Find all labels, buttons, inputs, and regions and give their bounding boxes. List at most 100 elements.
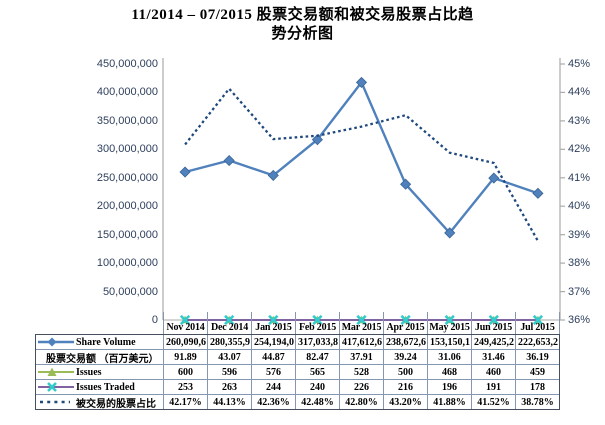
table-cell-issues: 596: [207, 365, 251, 379]
right-axis-tick-label: 42%: [568, 143, 591, 156]
chart-title: 11/2014 – 07/2015 股票交易额和被交易股票占比趋 势分析图: [0, 6, 605, 44]
left-axis-tick-label: 450,000,000: [96, 58, 158, 70]
month-header-cell: Mar 2015: [339, 312, 383, 334]
share-volume-legend-icon: [38, 337, 74, 347]
month-header-cell: May 2015: [427, 312, 471, 334]
row-label-text: Share Volume: [76, 336, 136, 348]
table-cell-issues-traded: 244: [251, 380, 295, 394]
chart-title-line1: 11/2014 – 07/2015 股票交易额和被交易股票占比趋: [131, 7, 474, 23]
row-label-text: Issues Traded: [76, 381, 135, 393]
table-cell-share-volume: 254,194,0: [251, 335, 295, 349]
row-label-issues-traded: Issues Traded: [36, 380, 163, 394]
table-cell-pct-traded: 44.13%: [207, 395, 251, 409]
table-cell-issues: 565: [295, 365, 339, 379]
issues-legend-icon: [38, 367, 74, 376]
table-cell-issues: 468: [427, 365, 471, 379]
table-cell-pct-traded: 42.80%: [339, 395, 383, 409]
share-volume-diamond-marker: [532, 187, 544, 199]
table-cell-trade-value: 31.06: [427, 350, 471, 364]
table-cell-pct-traded: 42.36%: [251, 395, 295, 409]
month-header-cell: Jul 2015: [515, 312, 560, 334]
table-cell-issues: 460: [471, 365, 515, 379]
table-cell-share-volume: 153,150,1: [427, 335, 471, 349]
left-axis-tick-label: 150,000,000: [96, 228, 158, 241]
axis-lines: [162, 58, 565, 321]
table-cell-pct-traded: 41.52%: [471, 395, 515, 409]
table-cell-pct-traded: 42.48%: [295, 395, 339, 409]
share-volume-diamond-marker: [223, 154, 235, 167]
right-axis-tick-label: 45%: [568, 58, 591, 70]
table-cell-issues-traded: 240: [295, 380, 339, 394]
table-cell-issues: 576: [251, 365, 295, 379]
row-label-share-volume: Share Volume: [36, 335, 163, 349]
left-axis-tick-label: 400,000,000: [96, 86, 158, 99]
table-cell-trade-value: 36.19: [515, 350, 559, 364]
table-cell-issues-traded: 178: [515, 380, 559, 394]
left-axis-tick-label: 200,000,000: [96, 200, 158, 213]
month-header-cell: Apr 2015: [383, 312, 427, 334]
table-cell-trade-value: 91.89: [163, 350, 207, 364]
share-volume-diamond-marker: [488, 172, 500, 184]
table-cell-trade-value: 39.24: [383, 350, 427, 364]
table-cell-issues-traded: 196: [427, 380, 471, 394]
table-row-pct-traded: 被交易的股票占比 42.17% 44.13% 42.36% 42.48% 42.80% 43…: [36, 394, 559, 409]
month-header-cell: Dec 2014: [207, 312, 251, 334]
table-cell-trade-value: 31.46: [471, 350, 515, 364]
table-cell-issues: 500: [383, 365, 427, 379]
share-volume-diamond-marker: [355, 76, 368, 88]
right-axis-tick-label: 40%: [568, 200, 591, 213]
left-axis-tick-label: 250,000,000: [96, 171, 158, 184]
issues-traded-legend-icon: [38, 382, 74, 392]
left-axis-tick-label: 300,000,000: [96, 143, 158, 156]
right-axis-tick-label: 39%: [568, 228, 591, 241]
table-row-issues-traded: Issues Traded 253 263 244 240 226 216 196 191 178: [36, 379, 559, 394]
left-axis-tick-label: 100,000,000: [96, 257, 158, 270]
row-label-trade-value: 股票交易额 （百万美元）: [36, 350, 163, 365]
chart-title-line2: 势分析图: [271, 26, 334, 42]
row-label-text: 股票交易额 （百万美元）: [46, 353, 159, 365]
table-cell-pct-traded: 41.88%: [427, 395, 471, 409]
share-volume-diamond-marker: [400, 178, 412, 190]
share-volume-diamond-marker: [179, 166, 191, 178]
table-cell-pct-traded: 42.17%: [163, 395, 207, 409]
table-cell-share-volume: 317,033,8: [295, 335, 339, 349]
table-cell-trade-value: 37.91: [339, 350, 383, 364]
table-cell-issues: 600: [163, 365, 207, 379]
table-cell-pct-traded: 43.20%: [383, 395, 427, 409]
table-cell-issues-traded: 253: [163, 380, 207, 394]
month-header-cell: Feb 2015: [295, 312, 339, 334]
table-cell-share-volume: 249,425,2: [471, 335, 515, 349]
category-axis-labels: Nov 2014 Dec 2014 Jan 2015 Feb 2015 Mar 2015…: [163, 312, 560, 334]
table-cell-share-volume: 260,090,6: [163, 335, 207, 349]
row-label-issues: Issues: [36, 365, 163, 379]
right-axis-tick-label: 44%: [568, 86, 591, 99]
table-cell-trade-value: 44.87: [251, 350, 295, 364]
left-axis-tick-label: 50,000,000: [102, 285, 158, 298]
table-cell-trade-value: 43.07: [207, 350, 251, 364]
left-axis-tick-label: 0: [151, 314, 158, 326]
table-cell-issues-traded: 191: [471, 380, 515, 394]
share-volume-diamond-marker: [444, 227, 456, 239]
table-cell-pct-traded: 38.78%: [515, 395, 559, 409]
table-row-trade-value: 股票交易额 （百万美元） 91.89 43.07 44.87 82.47 37.91 39.…: [36, 349, 559, 364]
table-cell-share-volume: 417,612,6: [339, 335, 383, 349]
table-cell-issues-traded: 263: [207, 380, 251, 394]
chart-data-table: Share Volume 260,090,6 280,355,9 254,194,0 3…: [35, 334, 560, 410]
table-cell-share-volume: 238,672,6: [383, 335, 427, 349]
table-cell-trade-value: 82.47: [295, 350, 339, 364]
table-cell-issues-traded: 226: [339, 380, 383, 394]
row-label-pct-traded: 被交易的股票占比: [36, 395, 163, 409]
right-axis-tick-label: 43%: [568, 114, 591, 127]
share-volume-diamond-marker: [311, 134, 323, 146]
table-cell-share-volume: 222,653,2: [515, 335, 559, 349]
table-row-issues: Issues 600 596 576 565 528 500 468 460 459: [36, 364, 559, 379]
right-axis-tick-label: 41%: [568, 171, 591, 184]
right-axis-tick-label: 36%: [568, 314, 591, 326]
row-label-text: Issues: [76, 366, 102, 378]
pct-traded-legend-icon: [40, 400, 70, 404]
table-cell-issues-traded: 216: [383, 380, 427, 394]
table-row-share-volume: Share Volume 260,090,6 280,355,9 254,194,0 3…: [36, 335, 559, 349]
series-pct-traded: [184, 86, 539, 242]
table-cell-issues: 528: [339, 365, 383, 379]
